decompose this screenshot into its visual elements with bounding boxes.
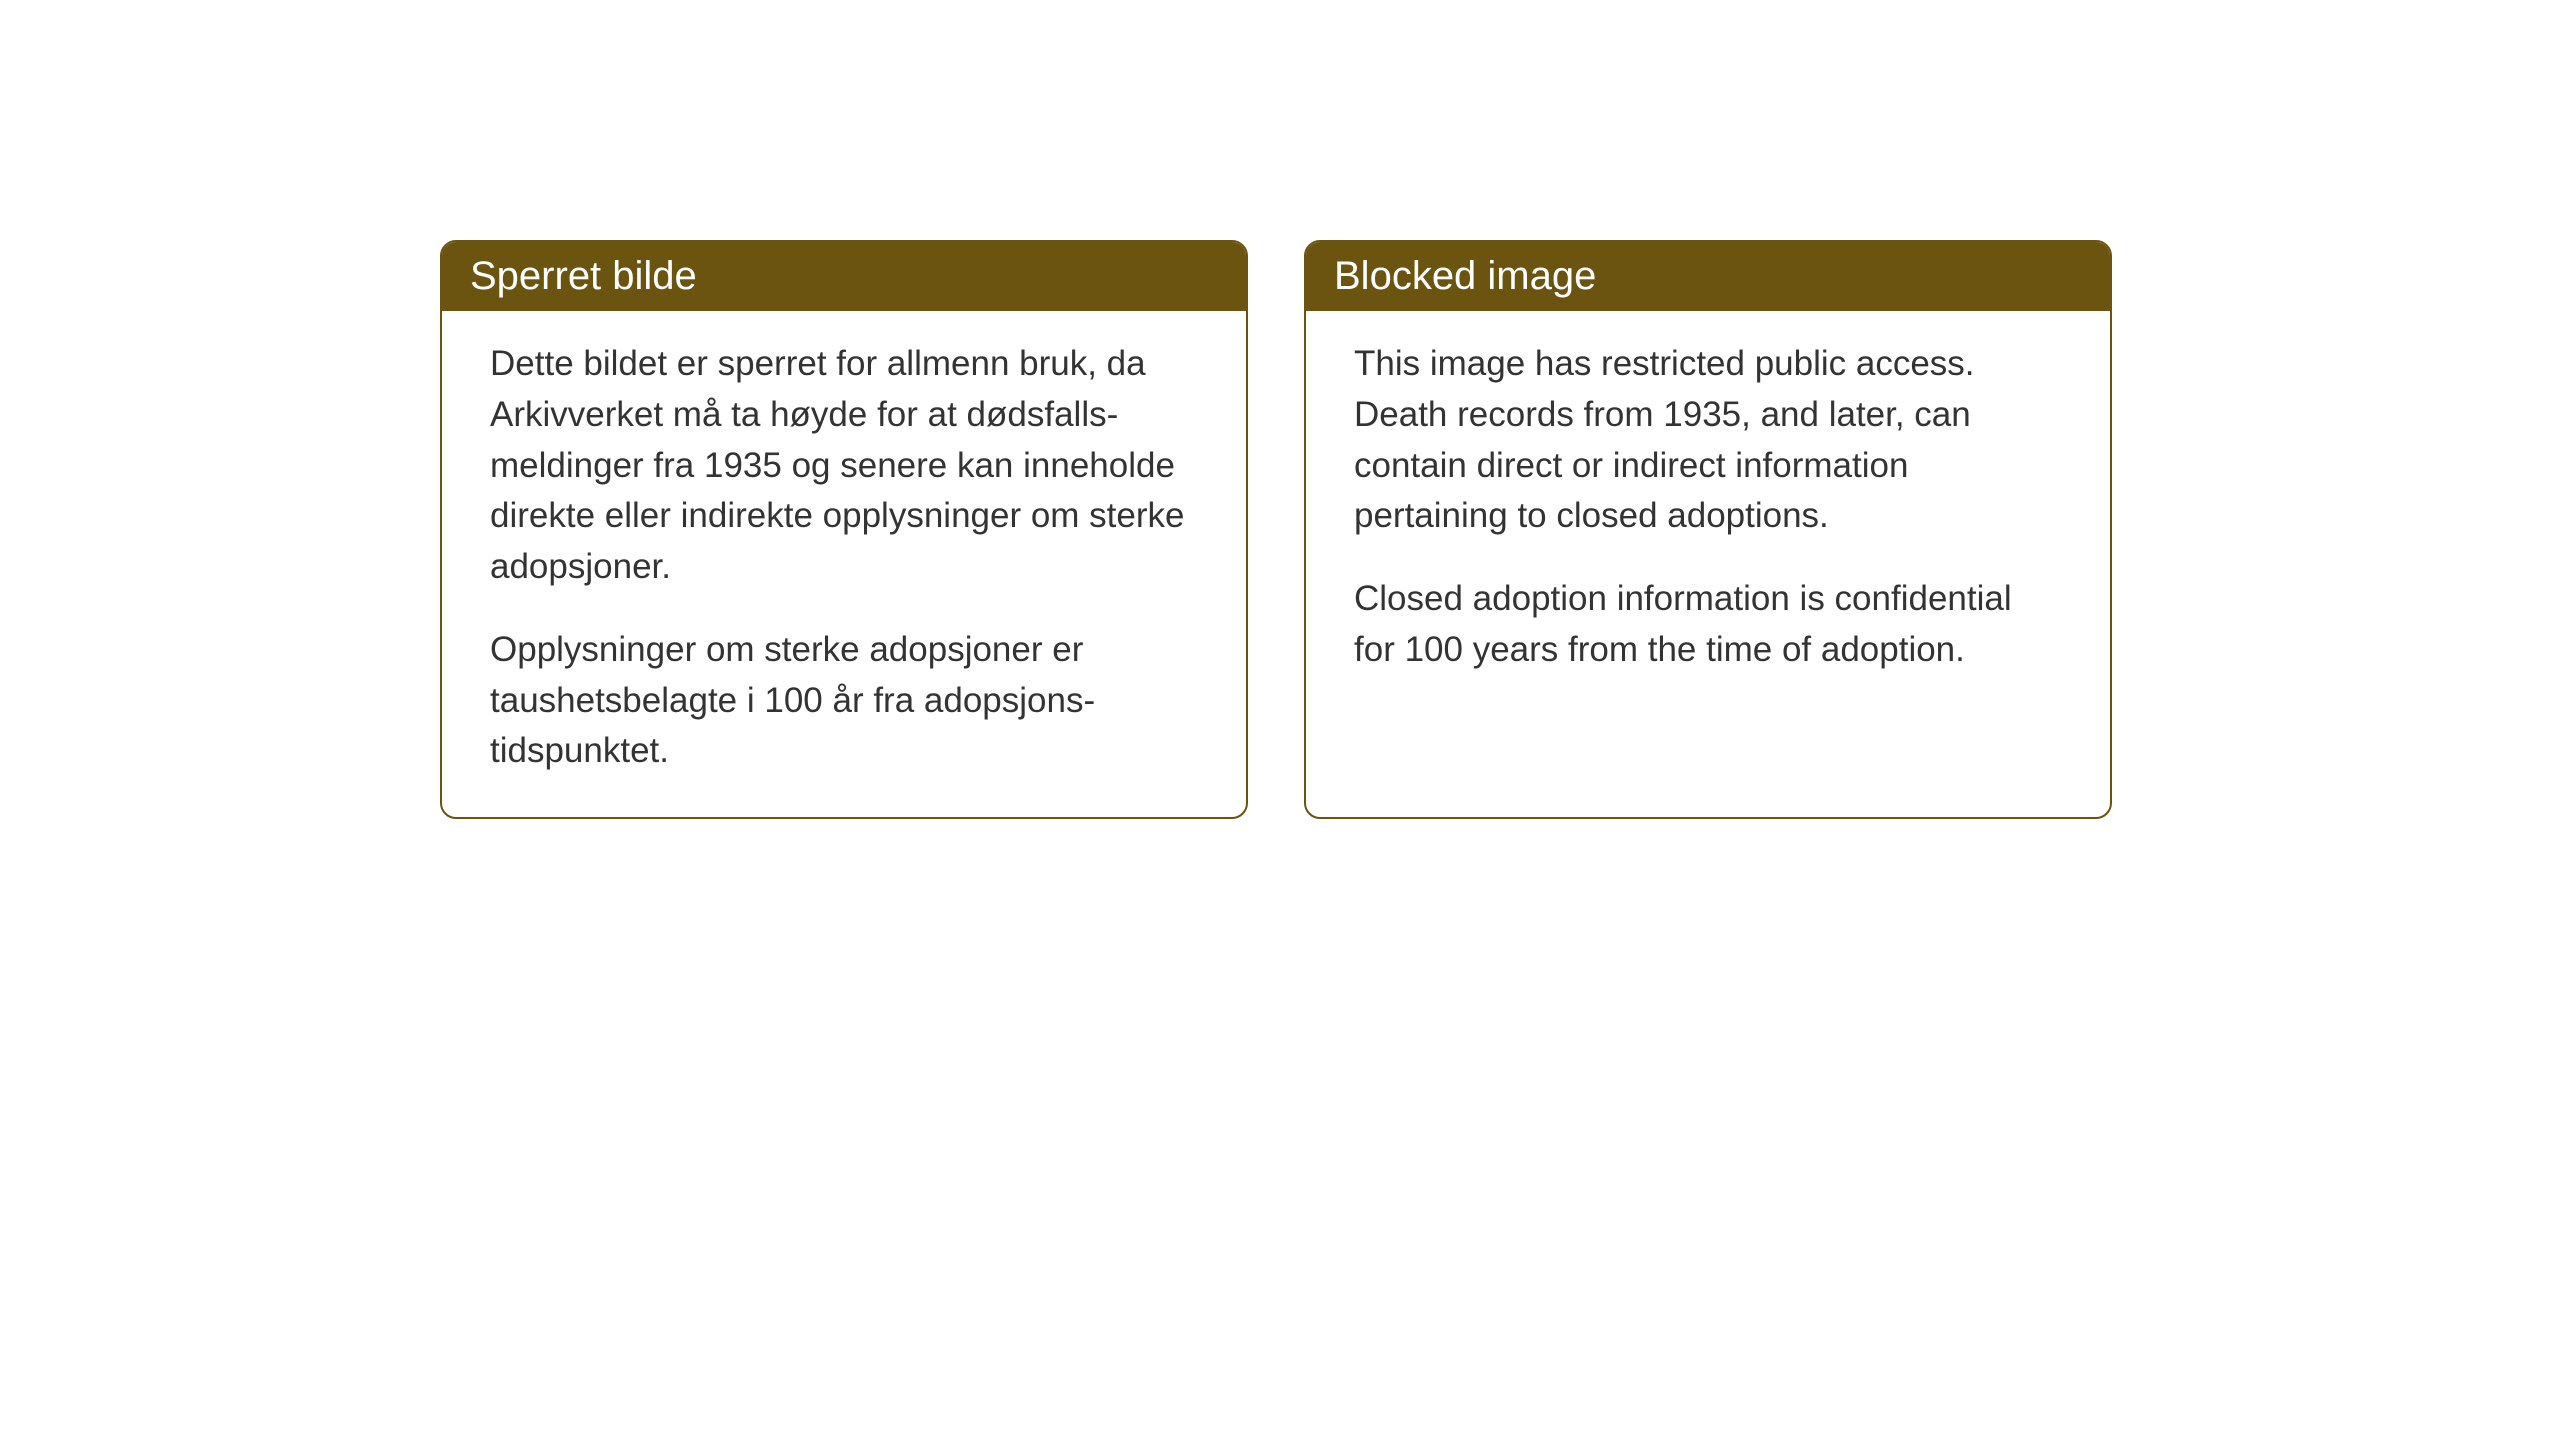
card-body-english: This image has restricted public access.… [1306, 311, 2110, 716]
card-body-norwegian: Dette bildet er sperret for allmenn bruk… [442, 311, 1246, 817]
card-paragraph-norwegian-2: Opplysninger om sterke adopsjoner er tau… [490, 625, 1198, 777]
card-paragraph-english-1: This image has restricted public access.… [1354, 339, 2062, 542]
notice-container: Sperret bilde Dette bildet er sperret fo… [440, 240, 2112, 819]
card-paragraph-norwegian-1: Dette bildet er sperret for allmenn bruk… [490, 339, 1198, 593]
card-header-norwegian: Sperret bilde [442, 242, 1246, 311]
notice-card-english: Blocked image This image has restricted … [1304, 240, 2112, 819]
card-header-english: Blocked image [1306, 242, 2110, 311]
card-paragraph-english-2: Closed adoption information is confident… [1354, 574, 2062, 676]
card-title-english: Blocked image [1334, 254, 1596, 298]
card-title-norwegian: Sperret bilde [470, 254, 697, 298]
notice-card-norwegian: Sperret bilde Dette bildet er sperret fo… [440, 240, 1248, 819]
